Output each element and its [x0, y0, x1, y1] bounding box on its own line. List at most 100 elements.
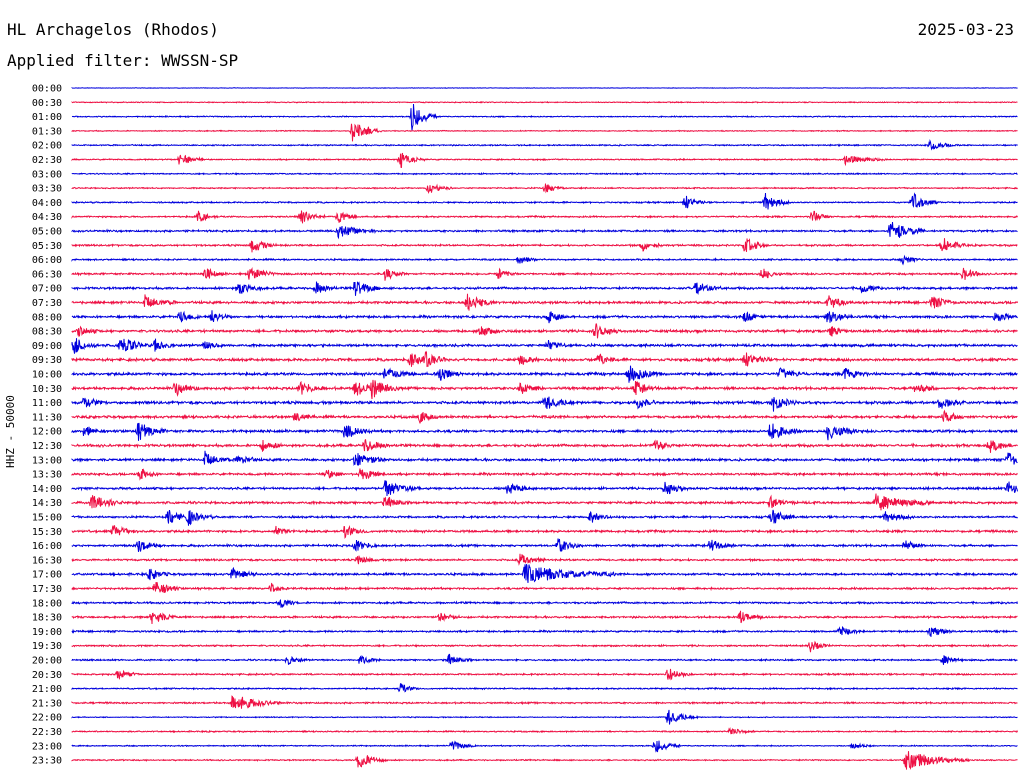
row-time-label: 15:30 [32, 527, 62, 538]
row-time-label: 07:30 [32, 298, 62, 309]
row-time-label: 16:30 [32, 555, 62, 566]
row-time-label: 08:00 [32, 312, 62, 323]
trace-row [71, 640, 1018, 653]
trace-row [71, 598, 1018, 608]
row-time-label: 11:30 [32, 412, 62, 423]
row-time-label: 15:00 [32, 513, 62, 524]
trace-row [71, 581, 1018, 593]
row-time-label: 12:00 [32, 427, 62, 438]
trace-row [71, 183, 1018, 194]
trace-row [71, 480, 1018, 497]
row-time-label: 20:00 [32, 656, 62, 667]
trace-row [71, 338, 1018, 354]
row-time-label: 01:00 [32, 112, 62, 123]
row-time-label: 04:30 [32, 212, 62, 223]
row-time-label: 03:30 [32, 184, 62, 195]
row-time-label: 19:30 [32, 641, 62, 652]
trace-row [71, 139, 1018, 151]
row-time-label: 05:30 [32, 241, 62, 252]
trace-row [71, 281, 1018, 296]
row-time-label: 04:00 [32, 198, 62, 209]
row-time-label: 10:00 [32, 370, 62, 381]
row-time-label: 14:30 [32, 498, 62, 509]
row-time-label: 10:30 [32, 384, 62, 395]
row-time-label: 00:00 [32, 84, 62, 95]
row-time-label: 06:00 [32, 255, 62, 266]
trace-row [71, 653, 1018, 665]
trace-row [71, 525, 1018, 539]
row-time-label: 01:30 [32, 126, 62, 137]
filter-label: Applied filter: WWSSN-SP [7, 51, 239, 70]
row-time-label: 18:30 [32, 613, 62, 624]
row-time-label: 11:00 [32, 398, 62, 409]
trace-row [71, 726, 1018, 735]
trace-row [71, 365, 1018, 383]
trace-row [71, 100, 1018, 104]
row-time-label: 13:00 [32, 455, 62, 466]
trace-row [71, 409, 1018, 424]
trace-row [71, 683, 1018, 693]
row-time-label: 05:00 [32, 227, 62, 238]
row-time-label: 03:00 [32, 169, 62, 180]
row-time-label: 22:30 [32, 727, 62, 738]
trace-row [71, 396, 1018, 412]
row-time-label: 20:30 [32, 670, 62, 681]
row-time-label: 13:30 [32, 470, 62, 481]
trace-row [71, 625, 1018, 637]
trace-row [71, 468, 1018, 481]
trace-row [71, 709, 1018, 725]
trace-row [71, 538, 1018, 552]
row-time-label: 23:00 [32, 741, 62, 752]
row-time-label: 00:30 [32, 98, 62, 109]
trace-row [71, 553, 1018, 566]
record-date: 2025-03-23 [917, 20, 1014, 39]
row-time-label: 07:00 [32, 284, 62, 295]
trace-row [71, 564, 1018, 583]
row-time-label: 21:00 [32, 684, 62, 695]
trace-row [71, 254, 1018, 266]
trace-row [71, 238, 1018, 253]
trace-row [71, 751, 1018, 770]
trace-row [71, 221, 1018, 240]
row-time-label: 12:30 [32, 441, 62, 452]
row-time-label: 02:30 [32, 155, 62, 166]
row-time-label: 09:00 [32, 341, 62, 352]
trace-row [71, 123, 1018, 142]
row-time-label: 17:00 [32, 570, 62, 581]
trace-row [71, 493, 1018, 511]
trace-row [71, 210, 1018, 224]
row-time-label: 23:30 [32, 756, 62, 767]
row-time-label: 02:00 [32, 141, 62, 152]
trace-row [71, 450, 1018, 467]
row-time-label: 08:30 [32, 327, 62, 338]
row-time-label: 22:00 [32, 713, 62, 724]
trace-row [71, 740, 1018, 753]
trace-row [71, 509, 1018, 526]
row-time-label: 14:00 [32, 484, 62, 495]
trace-row [71, 610, 1018, 625]
trace-row [71, 350, 1018, 368]
trace-row [71, 266, 1018, 281]
trace-row [71, 86, 1018, 89]
row-time-label: 21:30 [32, 698, 62, 709]
trace-row [71, 103, 1018, 131]
trace-row [71, 668, 1018, 681]
station-title: HL Archagelos (Rhodos) [7, 20, 219, 39]
trace-row [71, 293, 1018, 311]
row-time-label: 16:00 [32, 541, 62, 552]
trace-row [71, 379, 1018, 400]
trace-row [71, 192, 1018, 210]
row-time-label: 19:00 [32, 627, 62, 638]
trace-row [71, 323, 1018, 339]
trace-row [71, 422, 1018, 441]
row-time-label: 17:30 [32, 584, 62, 595]
trace-row [71, 695, 1018, 709]
trace-row [71, 310, 1018, 324]
trace-row [71, 152, 1018, 169]
trace-row [71, 171, 1018, 176]
row-time-label: 06:30 [32, 269, 62, 280]
row-time-label: 18:00 [32, 598, 62, 609]
row-time-label: 09:30 [32, 355, 62, 366]
trace-row [71, 439, 1018, 453]
